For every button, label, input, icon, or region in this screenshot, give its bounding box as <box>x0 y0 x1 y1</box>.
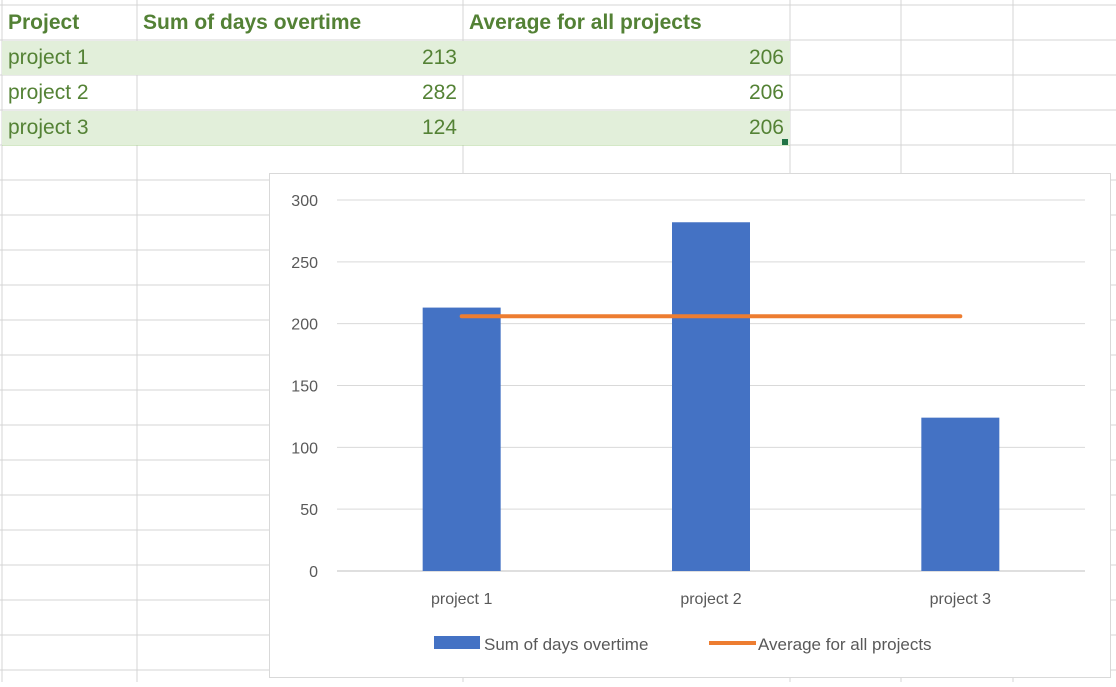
cell-project-name[interactable]: project 1 <box>8 46 89 69</box>
header-average[interactable]: Average for all projects <box>469 11 702 34</box>
fill-handle[interactable] <box>782 139 788 145</box>
combo-chart[interactable]: 0 50 100 150 200 250 300 project 1 project 2 proj… <box>269 173 1111 678</box>
x-tick-label: project 1 <box>431 591 492 608</box>
chart-plot: 0 50 100 150 200 250 300 project 1 project 2 proj… <box>291 193 1085 654</box>
y-tick-label: 200 <box>291 317 318 334</box>
y-tick-label: 150 <box>291 379 318 396</box>
x-tick-label: project 2 <box>680 591 741 608</box>
banded-row-3 <box>2 111 790 145</box>
x-tick-label: project 3 <box>930 591 991 608</box>
y-tick-label: 250 <box>291 255 318 272</box>
legend-label: Average for all projects <box>758 635 932 654</box>
y-tick-label: 100 <box>291 440 318 457</box>
bar[interactable] <box>921 417 1000 571</box>
header-sum-overtime[interactable]: Sum of days overtime <box>143 11 362 34</box>
cell-average[interactable]: 206 <box>748 81 784 104</box>
legend-swatch-bar <box>434 636 480 649</box>
cell-project-name[interactable]: project 3 <box>8 116 89 139</box>
cell-average[interactable]: 206 <box>748 116 784 139</box>
cell-average[interactable]: 206 <box>748 46 784 69</box>
bar[interactable] <box>672 222 750 571</box>
header-project[interactable]: Project <box>8 11 80 34</box>
y-tick-label: 50 <box>300 502 318 519</box>
cell-sum-overtime[interactable]: 282 <box>421 81 457 104</box>
bar[interactable] <box>422 307 501 571</box>
legend-label: Sum of days overtime <box>484 635 648 654</box>
y-tick-label: 300 <box>291 193 318 210</box>
cell-sum-overtime[interactable]: 124 <box>421 116 457 139</box>
cell-sum-overtime[interactable]: 213 <box>421 46 457 69</box>
banded-row-1 <box>2 41 790 75</box>
cell-project-name[interactable]: project 2 <box>8 81 89 104</box>
y-tick-label: 0 <box>309 564 318 581</box>
